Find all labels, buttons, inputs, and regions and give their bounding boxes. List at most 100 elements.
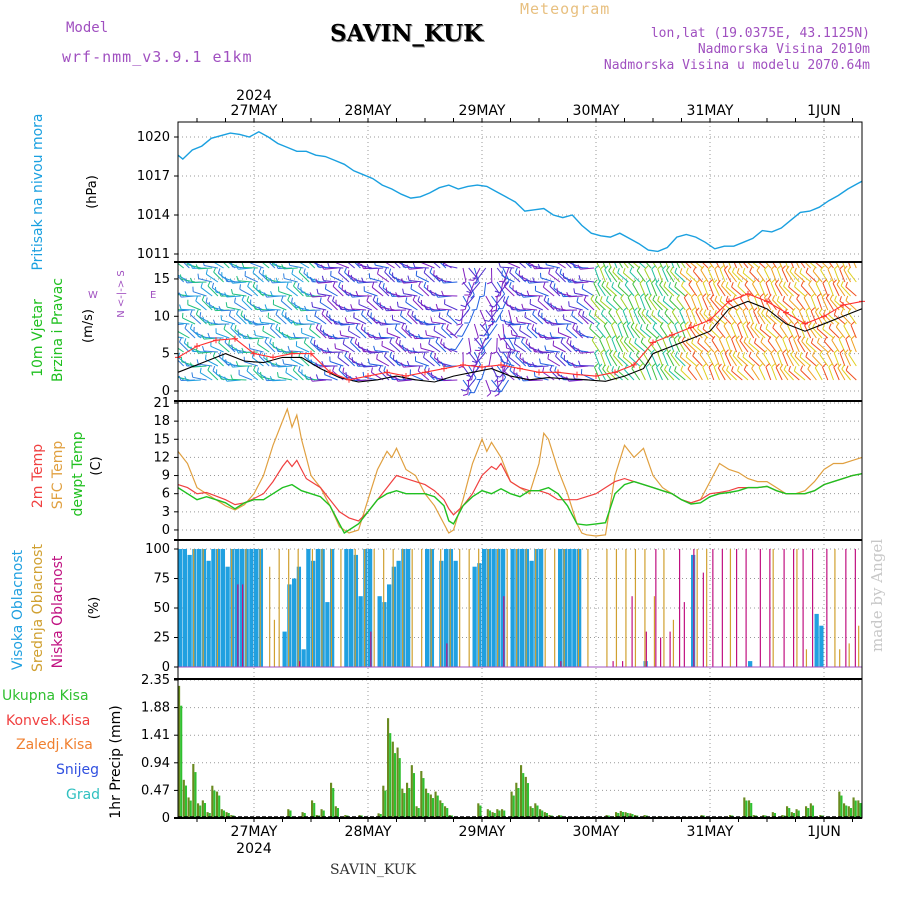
top-day-label: 1JUN xyxy=(807,103,841,119)
precip-conv-bar xyxy=(203,803,207,818)
precip-total-bar xyxy=(330,782,333,818)
cloud-high-bar xyxy=(524,549,530,667)
cloud-high-bar xyxy=(520,549,525,667)
precip-total-bar xyxy=(515,782,518,818)
precip-total-bar xyxy=(809,803,812,818)
cloud-high-bar xyxy=(220,549,226,667)
top-day-label: 31MAY xyxy=(687,103,734,119)
cloud-high-bar xyxy=(382,602,387,667)
precip-legend-hail: Grad xyxy=(66,787,100,803)
precip-total-bar xyxy=(805,806,808,818)
cloud-high-bar xyxy=(216,549,221,667)
precip-total-bar xyxy=(178,685,181,818)
precip-conv-bar xyxy=(303,813,306,818)
cloud-high-bar xyxy=(282,631,287,667)
cloud-high-bar xyxy=(406,549,411,667)
precip-conv-bar xyxy=(764,815,767,818)
precip-conv-bar xyxy=(788,808,791,818)
cloud-high-bar xyxy=(572,549,577,667)
precip-conv-bar xyxy=(626,813,629,818)
cloud-high-bar xyxy=(515,549,520,667)
precip-total-bar xyxy=(182,779,185,818)
precip-conv-bar xyxy=(213,790,216,818)
cloud-mid-ylabel: Srednja Oblacnost xyxy=(30,544,46,672)
precip-total-bar xyxy=(501,809,504,818)
cloud-high-bar xyxy=(534,549,539,667)
cloud-high-bar xyxy=(358,596,363,667)
sfc-temp-line xyxy=(177,407,863,537)
temp-2m-ylabel: 2m Temp xyxy=(30,444,46,508)
temp-2m-line xyxy=(177,459,863,522)
precip-total-bar xyxy=(344,815,347,818)
bottom-day-label: 28MAY xyxy=(345,824,392,840)
cloud-high-bar xyxy=(187,554,192,667)
precip-conv-bar xyxy=(208,813,211,818)
precip-total-bar xyxy=(301,812,304,818)
precip-conv-bar xyxy=(389,733,392,818)
cloud-high-bar xyxy=(558,549,563,667)
precip-conv-bar xyxy=(792,813,796,818)
y-tick-label: 9 xyxy=(162,469,170,484)
precip-total-bar xyxy=(415,806,418,818)
precip-conv-bar xyxy=(180,705,183,818)
top-day-label: 29MAY xyxy=(459,103,506,119)
cloud-high-bar xyxy=(311,560,316,667)
cloud-high-bar xyxy=(510,549,515,667)
cloud-high-bar xyxy=(496,549,501,667)
cloud-high-bar xyxy=(320,549,325,667)
precip-legend-total: Ukupna Kisa xyxy=(2,688,89,704)
cloud-high-bar xyxy=(206,560,211,667)
wind-barbs xyxy=(178,262,857,397)
precip-conv-bar xyxy=(184,785,188,818)
precip-total-bar xyxy=(615,812,618,818)
precip-conv-bar xyxy=(745,800,748,818)
precip-total-bar xyxy=(838,791,841,818)
wind-ylabel2: Brzina i Pravac xyxy=(50,278,66,382)
precip-conv-bar xyxy=(526,783,530,818)
precip-total-bar xyxy=(401,788,404,818)
cloud-high-bar xyxy=(197,549,202,667)
bottom-day-label: 1JUN xyxy=(807,824,841,840)
model-altitude-label: Nadmorska Visina u modelu 2070.64m xyxy=(603,58,870,73)
precip-conv-bar xyxy=(545,813,549,818)
y-tick-label: 0.94 xyxy=(141,756,170,771)
precip-total-bar xyxy=(225,812,228,818)
pressure-unit: (hPa) xyxy=(85,175,100,209)
cloud-high-bar xyxy=(429,549,435,667)
precip-total-bar xyxy=(752,815,755,818)
cloud-high-bar xyxy=(192,549,197,667)
cloud-high-bar xyxy=(501,549,506,667)
cloud-high-bar xyxy=(439,560,444,667)
precip-total-bar xyxy=(434,791,437,818)
precip-legend-snow: Snijeg xyxy=(56,762,99,778)
cloud-low-ylabel: Niska Oblacnost xyxy=(50,555,66,668)
cloud-high-bar xyxy=(254,549,259,667)
y-tick-label: 5 xyxy=(162,347,170,362)
y-tick-label: 50 xyxy=(153,601,170,616)
cloud-high-bar xyxy=(230,549,235,667)
precip-total-bar xyxy=(220,809,223,818)
cloud-high-bar xyxy=(486,549,492,667)
cloud-high-bar xyxy=(396,560,401,667)
y-tick-label: 75 xyxy=(153,572,170,587)
precip-conv-bar xyxy=(621,812,625,818)
precip-conv-bar xyxy=(797,810,800,818)
temp-sfc-ylabel: SFC Temp xyxy=(50,441,66,510)
precip-total-bar xyxy=(624,812,627,818)
y-tick-label: 0 xyxy=(162,811,170,826)
precip-conv-bar xyxy=(218,795,221,818)
precip-conv-bar xyxy=(403,793,406,818)
cloud-high-bar xyxy=(539,549,544,667)
precip-conv-bar xyxy=(313,803,316,818)
precip-total-bar xyxy=(643,815,646,818)
precip-total-bar xyxy=(491,812,494,818)
y-tick-label: 25 xyxy=(153,631,170,646)
cloud-high-bar xyxy=(249,549,254,667)
precip-total-bar xyxy=(543,812,546,818)
precip-total-bar xyxy=(781,815,784,818)
bottom-day-label: 29MAY xyxy=(459,824,506,840)
precip-total-bar xyxy=(795,809,798,818)
precip-conv-bar xyxy=(479,805,482,818)
precip-total-bar xyxy=(439,800,442,818)
panel-frame-pressure xyxy=(177,121,863,263)
